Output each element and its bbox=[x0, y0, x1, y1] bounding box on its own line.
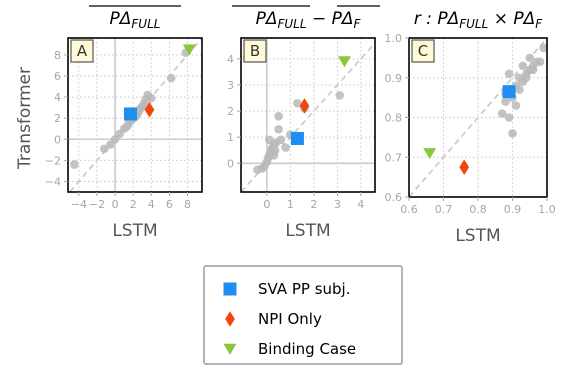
data-point bbox=[276, 135, 286, 145]
data-point bbox=[504, 113, 514, 122]
sva-pp-subj-marker bbox=[290, 131, 304, 145]
y-tick-label: 2 bbox=[54, 112, 61, 125]
x-axis-label: LSTM bbox=[112, 221, 157, 241]
data-point bbox=[335, 91, 345, 100]
binding-case-marker bbox=[337, 56, 351, 68]
x-tick-label: 4 bbox=[357, 198, 364, 211]
binding-case-marker bbox=[423, 148, 437, 160]
legend: SVA PP subj. NPI Only Binding Case bbox=[203, 265, 403, 365]
x-tick-label: 1.0 bbox=[538, 203, 556, 216]
x-axis-label: LSTM bbox=[455, 226, 500, 246]
data-point bbox=[274, 125, 283, 134]
y-tick-label: 0 bbox=[54, 133, 61, 146]
legend-label-npi-only: NPI Only bbox=[258, 310, 322, 328]
x-tick-label: 1 bbox=[287, 198, 294, 211]
y-tick-label: 6 bbox=[54, 70, 61, 83]
data-point bbox=[269, 151, 279, 160]
y-axis-label: Transformer bbox=[15, 67, 35, 170]
y-tick-label: 4 bbox=[227, 53, 234, 66]
npi-only-marker bbox=[299, 98, 310, 114]
npi-only-marker bbox=[144, 101, 155, 118]
x-tick-label: 0.7 bbox=[435, 203, 453, 216]
panel-b: 0 1 2 3 4 0 1 2 3 4 B LSTM PΔFULL − PΔF bbox=[227, 5, 380, 241]
y-tick-label: −4 bbox=[45, 175, 61, 188]
x-tick-label: 0.9 bbox=[504, 203, 522, 216]
plot-frame bbox=[67, 37, 203, 193]
data-point bbox=[504, 69, 514, 79]
y-tick-label: −2 bbox=[45, 154, 61, 167]
panel-c: 0.6 0.7 0.8 0.9 1.0 0.6 0.7 0.8 0.9 1.0 C LSTM r : P… bbox=[385, 9, 556, 246]
data-point bbox=[293, 98, 302, 108]
data-point bbox=[535, 57, 545, 67]
data-point bbox=[508, 129, 517, 138]
sva-pp-subj-marker bbox=[123, 107, 137, 121]
data-point bbox=[539, 43, 548, 53]
panel-title: PΔFULL bbox=[110, 9, 161, 31]
legend-marker-npi-only bbox=[225, 311, 235, 327]
panel-letter: A bbox=[77, 42, 88, 60]
y-tick-label: 0 bbox=[227, 157, 234, 170]
panel-letter: B bbox=[250, 42, 260, 60]
sva-pp-subj-marker bbox=[502, 85, 516, 99]
data-point bbox=[274, 112, 283, 121]
x-tick-label: 6 bbox=[166, 198, 173, 211]
x-tick-label: 3 bbox=[334, 198, 341, 211]
panel-letter-box bbox=[411, 39, 435, 63]
x-tick-label: 0 bbox=[112, 198, 119, 211]
y-tick-label: 4 bbox=[54, 91, 61, 104]
data-point bbox=[525, 53, 535, 63]
data-point bbox=[281, 143, 290, 152]
data-point bbox=[511, 101, 521, 110]
panel-title: PΔFULL − PΔF bbox=[256, 9, 362, 31]
x-axis-label: LSTM bbox=[285, 221, 330, 241]
y-tick-label: 0.9 bbox=[385, 72, 403, 85]
y-tick-label: 1 bbox=[227, 131, 234, 144]
y-tick-label: 3 bbox=[227, 79, 234, 92]
x-tick-label: 0.8 bbox=[469, 203, 487, 216]
data-point bbox=[515, 85, 524, 94]
data-point bbox=[518, 77, 528, 87]
legend-label-sva-pp-subj: SVA PP subj. bbox=[258, 280, 351, 298]
y-tick-label: 2 bbox=[227, 105, 234, 118]
data-point bbox=[70, 160, 79, 169]
x-tick-label: 0 bbox=[263, 198, 270, 211]
binding-case-marker bbox=[182, 44, 196, 56]
legend-box bbox=[203, 265, 403, 365]
data-point bbox=[99, 144, 109, 154]
panel-title: r : PΔFULL × PΔF bbox=[414, 9, 543, 31]
x-tick-label: 2 bbox=[130, 198, 137, 211]
panel-letter-box bbox=[70, 39, 94, 63]
data-point bbox=[264, 135, 274, 145]
legend-marker-sva-pp-subj bbox=[223, 282, 237, 296]
data-point bbox=[146, 93, 156, 103]
x-tick-label: 8 bbox=[184, 198, 191, 211]
y-tick-label: 0.8 bbox=[385, 112, 403, 125]
legend-label-binding-case: Binding Case bbox=[258, 340, 356, 358]
x-tick-label: 4 bbox=[148, 198, 155, 211]
data-point bbox=[518, 61, 528, 71]
y-tick-label: 0.7 bbox=[385, 151, 403, 164]
data-point bbox=[497, 109, 507, 118]
x-tick-label: −4 bbox=[71, 198, 87, 211]
legend-marker-binding-case bbox=[223, 343, 237, 355]
panel-letter-box bbox=[243, 39, 267, 63]
x-tick-label: 2 bbox=[310, 198, 317, 211]
y-tick-label: 1.0 bbox=[385, 32, 403, 45]
data-point bbox=[522, 69, 531, 79]
plot-frame bbox=[240, 37, 376, 193]
x-tick-label: 0.6 bbox=[400, 203, 418, 216]
y-tick-label: 0.6 bbox=[385, 191, 403, 204]
data-point bbox=[166, 73, 176, 83]
y-tick-label: 8 bbox=[54, 49, 61, 62]
data-point bbox=[528, 61, 538, 71]
x-tick-label: −2 bbox=[89, 198, 105, 211]
data-point bbox=[501, 97, 510, 106]
panel-letter: C bbox=[418, 42, 428, 60]
npi-only-marker bbox=[459, 159, 470, 175]
